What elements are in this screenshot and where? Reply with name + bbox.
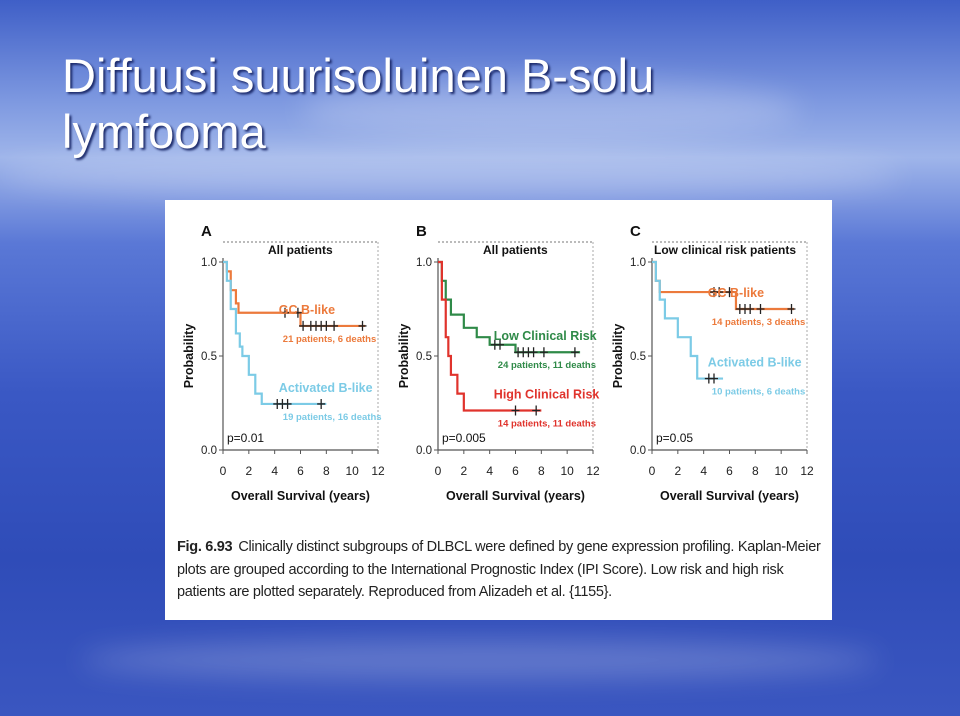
series-name: Low Clinical Risk — [494, 329, 597, 343]
y-axis-label: Probability — [397, 324, 411, 389]
series-note: 14 patients, 3 deaths — [712, 317, 805, 328]
censor-mark — [532, 405, 541, 416]
series-name: GC B-like — [279, 303, 335, 317]
censor-mark — [322, 320, 331, 331]
censor-mark — [787, 304, 796, 314]
y-axis-label: Probability — [182, 324, 196, 389]
series-name: GC B-like — [708, 286, 764, 300]
series-note: 14 patients, 11 deaths — [498, 419, 596, 430]
x-tick-label: 2 — [245, 464, 252, 478]
p-value: p=0.05 — [656, 431, 693, 445]
x-axis-label: Overall Survival (years) — [660, 489, 799, 503]
series-name: High Clinical Risk — [494, 388, 600, 402]
x-tick-label: 4 — [700, 464, 707, 478]
censor-mark — [529, 347, 538, 358]
series-note: 24 patients, 11 deaths — [498, 360, 596, 371]
x-tick-label: 10 — [560, 464, 574, 478]
censor-mark — [330, 320, 339, 331]
x-tick-label: 8 — [752, 464, 759, 478]
censor-mark — [756, 304, 765, 314]
series-name: Activated B-like — [708, 356, 802, 370]
x-tick-label: 8 — [323, 464, 330, 478]
x-tick-label: 6 — [726, 464, 733, 478]
x-tick-label: 8 — [538, 464, 545, 478]
y-axis-label: Probability — [611, 324, 625, 389]
p-value: p=0.005 — [442, 431, 486, 445]
x-tick-label: 4 — [486, 464, 493, 478]
x-tick-label: 0 — [220, 464, 227, 478]
series-note: 10 patients, 6 deaths — [712, 387, 805, 398]
y-tick-label: 1.0 — [630, 257, 646, 269]
survival-curve — [652, 260, 724, 380]
censor-mark — [358, 320, 367, 331]
y-tick-label: 0.0 — [416, 445, 432, 457]
censor-mark — [317, 398, 326, 409]
x-tick-label: 10 — [345, 464, 359, 478]
survival-curve — [438, 260, 542, 412]
censor-mark — [570, 347, 579, 358]
y-tick-label: 0.5 — [416, 351, 432, 363]
x-axis-label: Overall Survival (years) — [446, 489, 585, 503]
x-tick-label: 12 — [371, 464, 385, 478]
series-note: 19 patients, 16 deaths — [283, 412, 382, 423]
panel-label: B — [416, 223, 427, 240]
panel-label: C — [630, 223, 641, 240]
censor-mark — [539, 347, 548, 358]
censor-mark — [715, 287, 724, 298]
caption-text: Clinically distinct subgroups of DLBCL w… — [177, 539, 821, 600]
cloud — [300, 80, 800, 140]
x-tick-label: 2 — [460, 464, 467, 478]
cloud — [0, 150, 900, 200]
series-name: Activated B-like — [279, 381, 373, 395]
y-tick-label: 0.0 — [630, 445, 646, 457]
x-tick-label: 6 — [512, 464, 519, 478]
y-tick-label: 0.5 — [630, 351, 646, 363]
chart-title: Low clinical risk patients — [654, 243, 796, 257]
censor-mark — [293, 307, 302, 318]
censor-mark — [511, 405, 520, 416]
panel-label: A — [201, 223, 212, 240]
censor-mark — [281, 307, 289, 318]
survival-curve — [223, 260, 327, 406]
censor-mark — [299, 320, 308, 331]
y-tick-label: 0.0 — [201, 445, 217, 457]
p-value: p=0.01 — [227, 431, 264, 445]
y-tick-label: 1.0 — [416, 257, 432, 269]
x-tick-label: 0 — [649, 464, 656, 478]
censor-mark — [496, 339, 504, 350]
censor-mark — [746, 304, 755, 314]
censor-mark — [283, 398, 292, 409]
x-tick-label: 0 — [435, 464, 442, 478]
censor-mark — [725, 287, 734, 298]
x-axis-label: Overall Survival (years) — [231, 489, 370, 503]
y-tick-label: 1.0 — [201, 257, 217, 269]
figure-label: Fig. 6.93 — [177, 539, 233, 555]
caption: Fig. 6.93 Clinically distinct subgroups o… — [177, 536, 822, 604]
slide-title: Diffuusi suurisoluinen B-solu lymfooma — [62, 49, 655, 158]
x-tick-label: 6 — [297, 464, 304, 478]
series-note: 21 patients, 6 deaths — [283, 334, 376, 345]
x-tick-label: 2 — [674, 464, 681, 478]
figure: A All patients 0.0 0.5 1.0 0 2 4 6 8 10 12 Overall S… — [165, 200, 832, 620]
x-tick-label: 10 — [774, 464, 788, 478]
cloud — [80, 640, 880, 680]
x-tick-label: 12 — [800, 464, 814, 478]
y-tick-label: 0.5 — [201, 351, 217, 363]
x-tick-label: 4 — [271, 464, 278, 478]
censor-mark — [710, 373, 718, 384]
x-tick-label: 12 — [586, 464, 600, 478]
chart-title: All patients — [483, 243, 548, 257]
chart-title: All patients — [268, 243, 333, 257]
